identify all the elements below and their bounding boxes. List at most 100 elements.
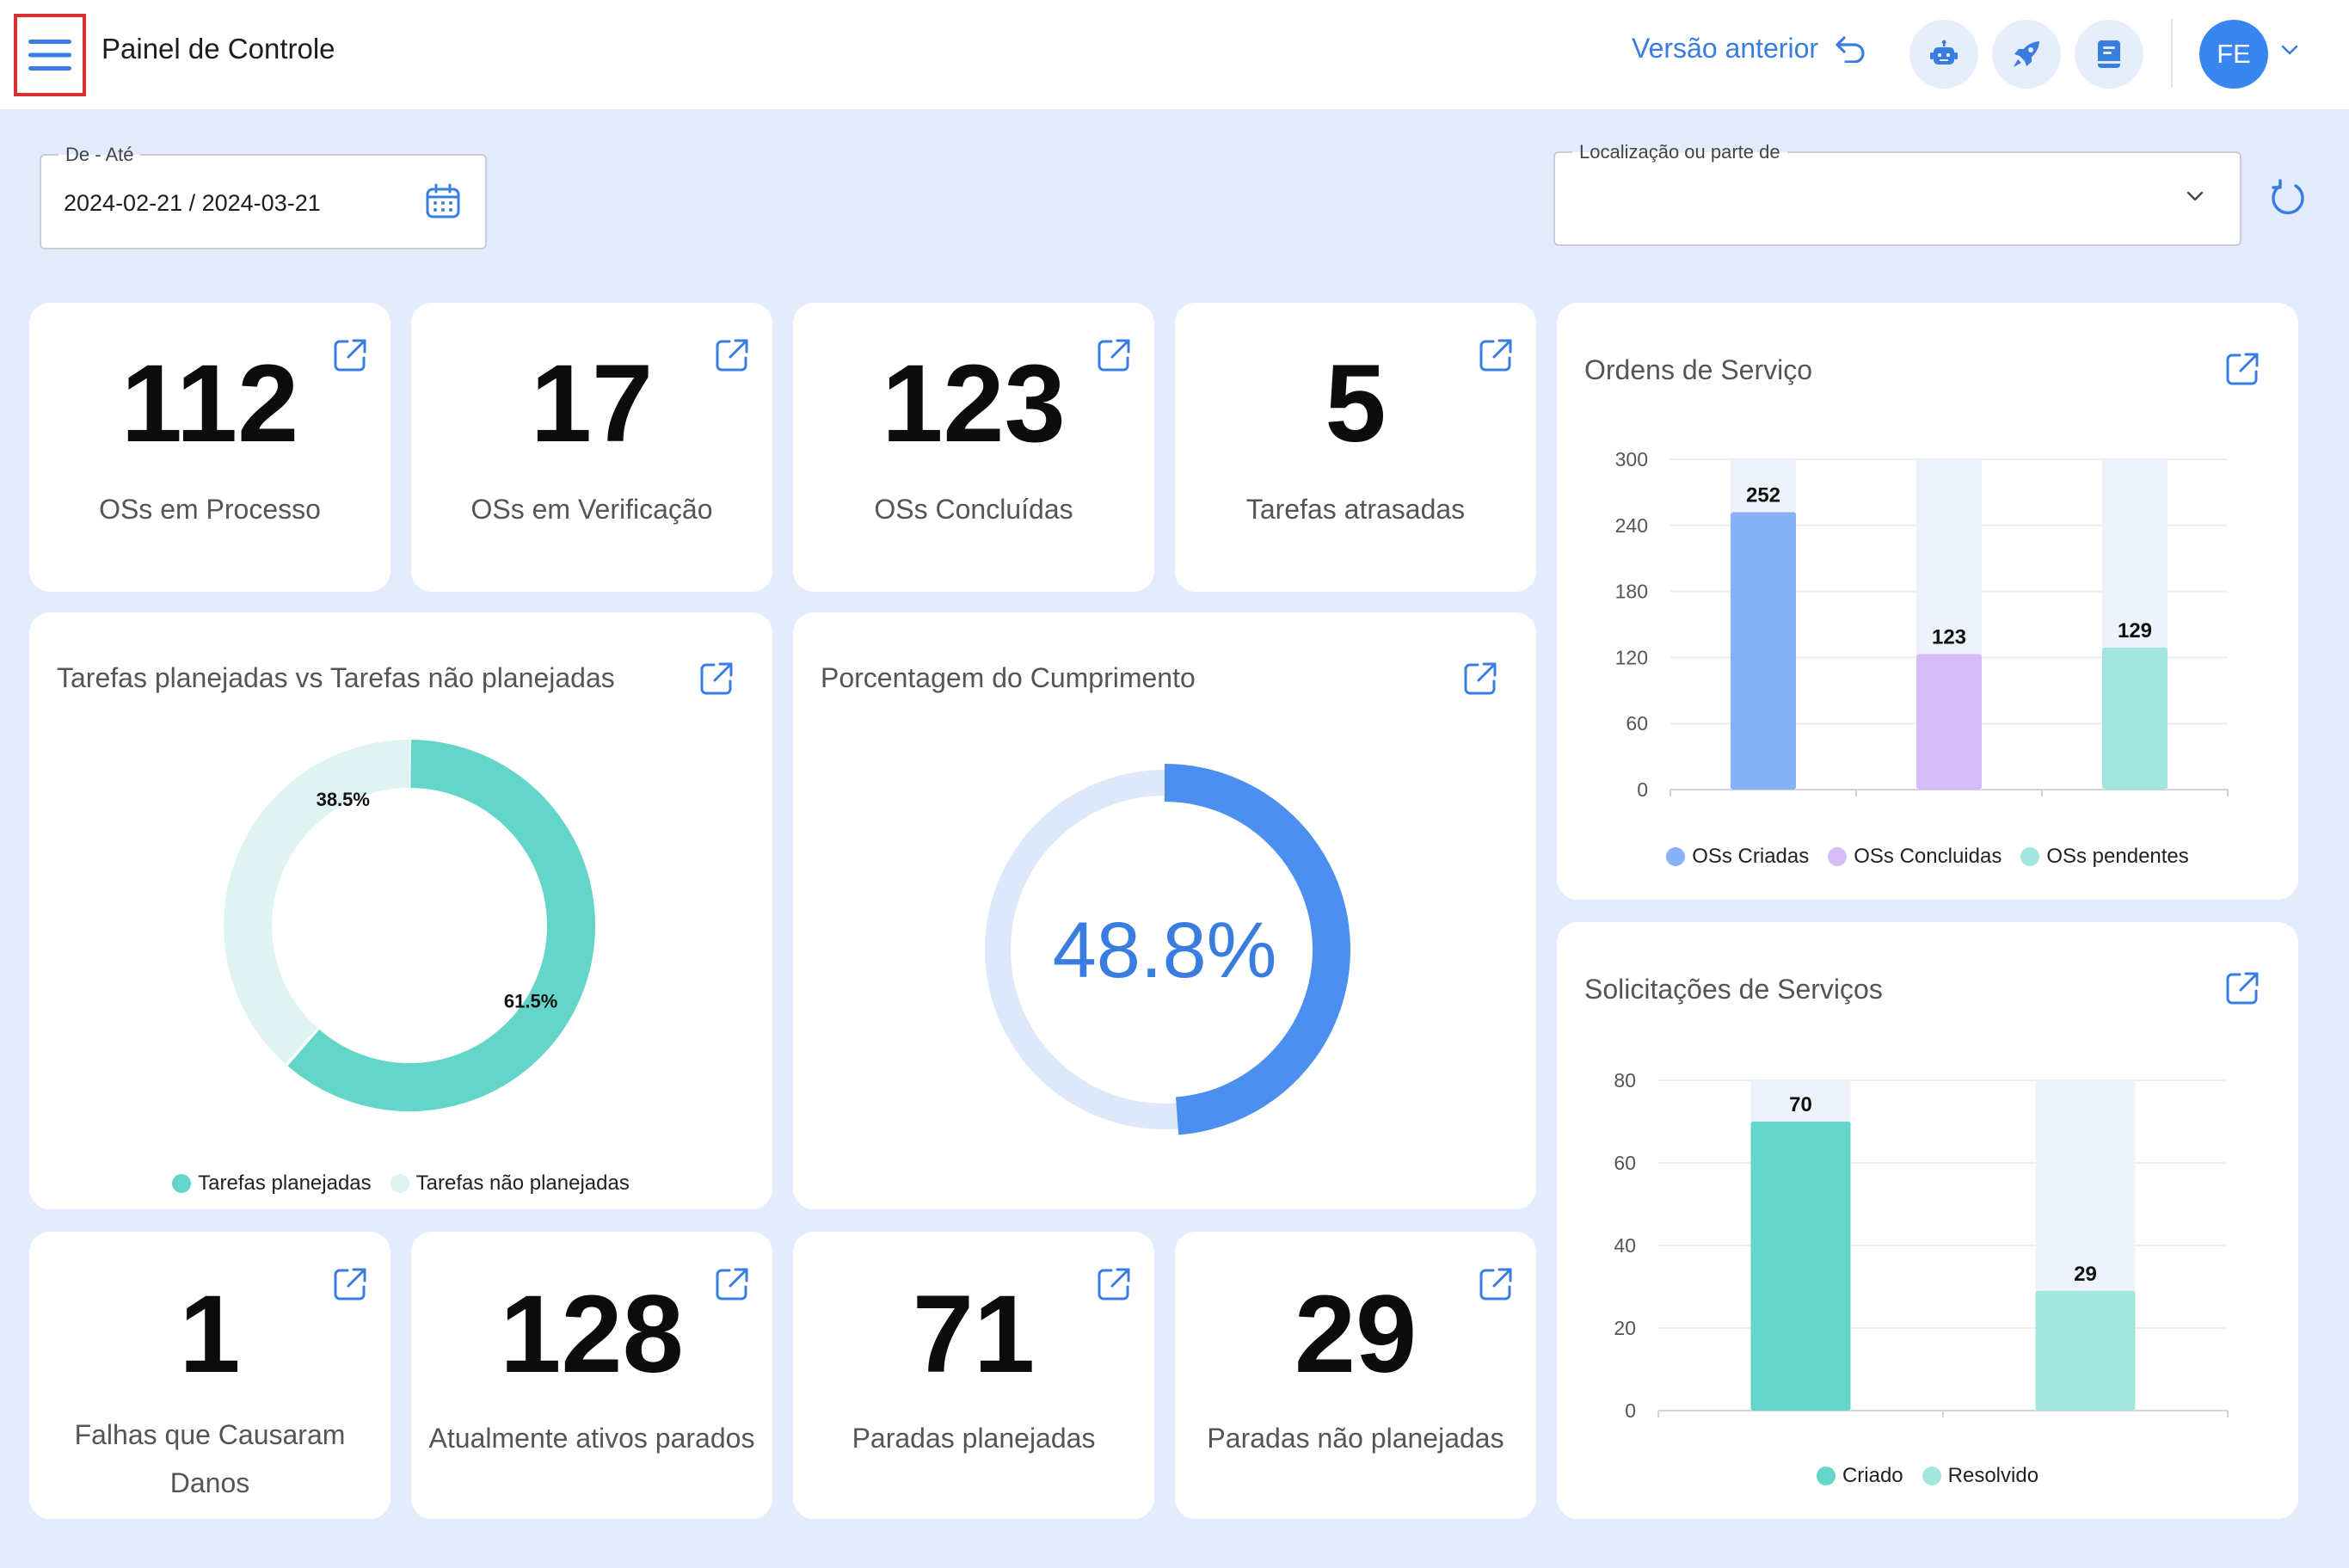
- kpi-card-in-verification[interactable]: 17 OSs em Verificação: [411, 303, 772, 592]
- top-header: Painel de Controle Versão anterior: [0, 0, 2349, 109]
- rocket-icon: [2014, 41, 2039, 67]
- kpi-card-unplanned-stops[interactable]: 29 Paradas não planejadas: [1175, 1232, 1536, 1519]
- header-divider: [2171, 19, 2173, 88]
- legend-item-pending[interactable]: OSs pendentes: [2020, 845, 2189, 869]
- kpi-value: 112: [120, 342, 299, 465]
- service-orders-bar[interactable]: [1916, 654, 1982, 790]
- card-title: Tarefas planejadas vs Tarefas não planej…: [57, 662, 615, 693]
- kpi-card-damage-failures[interactable]: 1 Falhas que Causaram Danos: [29, 1232, 390, 1519]
- chevron-down-icon[interactable]: [2279, 43, 2300, 57]
- whats-new-button[interactable]: [1992, 20, 2061, 89]
- external-link-icon[interactable]: [1478, 337, 1514, 373]
- donut-slice-planned[interactable]: [286, 740, 595, 1111]
- legend-item-planned[interactable]: Tarefas planejadas: [172, 1171, 372, 1196]
- card-title: Solicitações de Serviços: [1584, 974, 1883, 1005]
- compliance-gauge: 48.8%: [985, 764, 1350, 1135]
- chevron-down-icon[interactable]: [2185, 189, 2205, 203]
- undo-icon: [1836, 35, 1865, 63]
- y-tick-label: 240: [1615, 514, 1648, 537]
- robot-icon: [1930, 40, 1958, 65]
- external-link-icon[interactable]: [2224, 351, 2260, 387]
- kpi-label: Paradas não planejadas: [1207, 1423, 1504, 1454]
- donut-value-label: 38.5%: [317, 789, 370, 810]
- requests-legend: Criado Resolvido: [1557, 1464, 2298, 1488]
- kpi-label: OSs em Processo: [99, 494, 321, 525]
- legend-label: Criado: [1842, 1464, 1903, 1487]
- donut-legend: Tarefas planejadas Tarefas não planejada…: [29, 1171, 772, 1196]
- donut-value-label: 61.5%: [504, 990, 557, 1012]
- service-orders-card: Ordens de Serviço 0 60 120 180 240 300 252 123 1…: [1557, 303, 2298, 900]
- donut-slice-unplanned[interactable]: [224, 740, 410, 1066]
- legend-dot: [1666, 847, 1686, 866]
- y-tick-label: 120: [1615, 646, 1648, 668]
- legend-dot: [390, 1174, 409, 1193]
- orders-legend: OSs Criadas OSs Concluidas OSs pendentes: [1557, 845, 2298, 869]
- service-orders-bar[interactable]: [1731, 512, 1796, 790]
- external-link-icon[interactable]: [714, 1266, 750, 1302]
- y-tick-label: 60: [1626, 712, 1648, 735]
- date-range-field[interactable]: De - Até 2024-02-21 / 2024-03-21: [40, 144, 487, 249]
- legend-item-unplanned[interactable]: Tarefas não planejadas: [390, 1171, 630, 1196]
- legend-label: OSs pendentes: [2046, 845, 2189, 868]
- legend-label: OSs Concluidas: [1854, 845, 2002, 868]
- service-orders-bar[interactable]: [2102, 647, 2168, 790]
- previous-version-link[interactable]: Versão anterior: [1632, 33, 1866, 65]
- docs-button[interactable]: [2075, 20, 2143, 89]
- y-tick-label: 0: [1625, 1399, 1636, 1422]
- legend-item-created[interactable]: OSs Criadas: [1666, 845, 1809, 869]
- legend-dot: [2020, 847, 2040, 866]
- service-requests-bar-value-label: 29: [2074, 1263, 2097, 1286]
- assistant-button[interactable]: [1909, 20, 1978, 89]
- kpi-label: Tarefas atrasadas: [1245, 494, 1466, 525]
- legend-item-resolved[interactable]: Resolvido: [1922, 1464, 2038, 1488]
- external-link-icon[interactable]: [714, 337, 750, 373]
- y-tick-label: 180: [1615, 581, 1648, 603]
- legend-item-created[interactable]: Criado: [1816, 1464, 1903, 1488]
- menu-button[interactable]: [14, 14, 86, 96]
- external-link-icon[interactable]: [698, 661, 735, 697]
- card-title: Porcentagem do Cumprimento: [821, 662, 1196, 693]
- kpi-label: Paradas planejadas: [852, 1423, 1096, 1454]
- external-link-icon[interactable]: [332, 1266, 368, 1302]
- refresh-icon[interactable]: [2269, 179, 2307, 217]
- service-requests-bar-chart: 0 20 40 60 80 70 29: [1614, 1069, 2229, 1422]
- kpi-value: 71: [912, 1273, 1036, 1396]
- kpi-card-overdue-tasks[interactable]: 5 Tarefas atrasadas: [1175, 303, 1536, 592]
- external-link-icon[interactable]: [1462, 661, 1498, 697]
- kpi-card-in-process[interactable]: 112 OSs em Processo: [29, 303, 390, 592]
- service-requests-bar[interactable]: [2035, 1290, 2136, 1411]
- external-link-icon[interactable]: [2224, 970, 2260, 1006]
- location-label: Localização ou parte de: [1572, 141, 1787, 163]
- kpi-label: Atualmente ativos parados: [428, 1423, 755, 1454]
- service-requests-card: Solicitações de Serviços 0 20 40 60 80 70 29 C…: [1557, 922, 2298, 1519]
- card-title: Ordens de Serviço: [1584, 354, 1813, 385]
- kpi-label-line2: Danos: [169, 1467, 250, 1498]
- kpi-card-completed[interactable]: 123 OSs Concluídas: [793, 303, 1154, 592]
- kpi-card-assets-down[interactable]: 128 Atualmente ativos parados: [411, 1232, 772, 1519]
- donut-separator: [285, 1027, 320, 1067]
- previous-version-label: Versão anterior: [1632, 33, 1819, 64]
- user-avatar[interactable]: FE: [2199, 20, 2268, 89]
- location-select[interactable]: Localização ou parte de: [1553, 141, 2241, 246]
- legend-dot: [1828, 847, 1848, 866]
- calendar-icon[interactable]: [425, 183, 461, 219]
- service-requests-bar-value-label: 70: [1789, 1093, 1812, 1116]
- external-link-icon[interactable]: [1478, 1266, 1514, 1302]
- kpi-value: 123: [882, 342, 1066, 465]
- external-link-icon[interactable]: [1096, 337, 1132, 373]
- external-link-icon[interactable]: [1096, 1266, 1132, 1302]
- service-requests-bar[interactable]: [1750, 1122, 1851, 1411]
- y-tick-label: 60: [1614, 1152, 1636, 1174]
- kpi-card-planned-stops[interactable]: 71 Paradas planejadas: [793, 1232, 1154, 1519]
- legend-dot: [1922, 1467, 1941, 1485]
- y-tick-label: 20: [1614, 1317, 1636, 1339]
- legend-item-completed[interactable]: OSs Concluidas: [1828, 845, 2002, 869]
- planned-vs-unplanned-card: Tarefas planejadas vs Tarefas não planej…: [29, 612, 772, 1209]
- y-tick-label: 0: [1637, 778, 1648, 801]
- service-orders-bar-chart: 0 60 120 180 240 300 252 123 129: [1615, 448, 2229, 801]
- external-link-icon[interactable]: [332, 337, 368, 373]
- date-range-value[interactable]: 2024-02-21 / 2024-03-21: [64, 190, 321, 216]
- kpi-value: 17: [530, 342, 654, 465]
- kpi-label: OSs em Verificação: [470, 494, 713, 525]
- planned-donut-chart: 61.5% 38.5%: [224, 738, 595, 1111]
